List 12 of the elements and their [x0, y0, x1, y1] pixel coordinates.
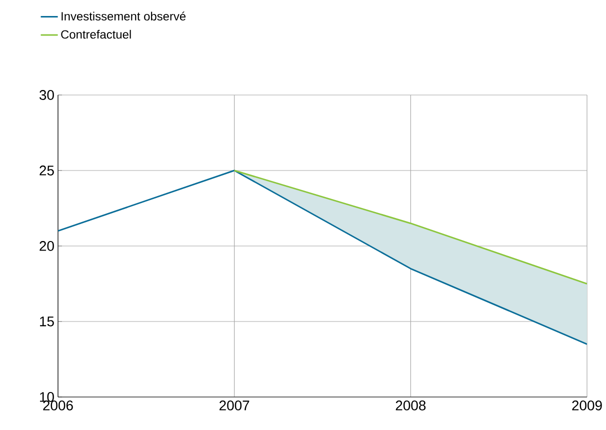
y-tick-label: 20: [40, 241, 54, 251]
legend-label: Contrefactuel: [61, 30, 131, 39]
line-series: [58, 170, 588, 345]
y-tick-label: 25: [40, 166, 54, 176]
x-tick-label: 2008: [396, 400, 426, 410]
x-tick-label: 2006: [43, 400, 73, 410]
x-tick-label: 2009: [572, 400, 602, 410]
y-tick-label: 15: [40, 316, 54, 326]
y-tick-label: 10: [40, 392, 54, 402]
legend-label: Investissement observé: [62, 12, 186, 21]
y-tick-label: 30: [39, 90, 54, 100]
x-tick-label: 2007: [220, 400, 250, 410]
